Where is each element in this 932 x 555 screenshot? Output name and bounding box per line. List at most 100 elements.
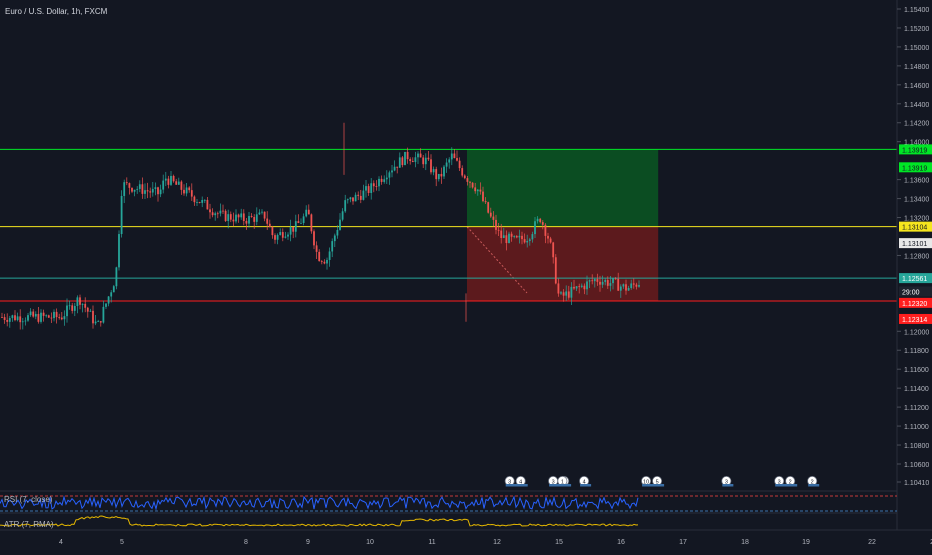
candle-body <box>68 305 71 307</box>
candle-body <box>271 227 274 236</box>
candle-body <box>94 321 97 324</box>
price-tick-label: 1.13200 <box>904 216 929 223</box>
candle-body <box>578 286 581 288</box>
time-tick-label: 17 <box>679 539 687 546</box>
candle-body <box>287 234 289 237</box>
price-tag <box>899 313 932 324</box>
candle-body <box>188 187 191 191</box>
candle-body <box>437 173 440 180</box>
price-tag <box>899 297 932 308</box>
candle-body <box>609 283 612 286</box>
candle-body <box>19 316 22 323</box>
time-tick-label: 8 <box>244 539 248 546</box>
candle-body <box>424 157 427 165</box>
candle-body <box>261 211 263 213</box>
candle-body <box>580 285 583 287</box>
candle-body <box>586 281 588 290</box>
candle-body <box>21 321 24 323</box>
candle-body <box>37 313 40 322</box>
candle-body <box>107 296 110 304</box>
price-tick-label: 1.14000 <box>904 140 929 147</box>
atr-line <box>0 515 639 527</box>
candle-body <box>170 175 172 185</box>
time-tick-label: 19 <box>802 539 810 546</box>
candle-body <box>502 235 505 239</box>
candle-body <box>125 182 128 184</box>
time-tick-label: 9 <box>306 539 310 546</box>
rsi-label[interactable]: RSI (7, close) <box>4 495 53 504</box>
candle-body <box>482 191 484 202</box>
candle-body <box>66 305 68 317</box>
time-tick-label: 18 <box>741 539 749 546</box>
candle-body <box>362 190 365 200</box>
candle-body <box>638 285 640 287</box>
candle-body <box>89 310 92 312</box>
price-tag-text: 1.13101 <box>902 241 927 248</box>
price-tick-label: 1.15400 <box>904 7 929 14</box>
candle-body <box>591 280 594 282</box>
candle-body <box>159 189 162 195</box>
event-badge-count: 4 <box>519 479 522 485</box>
price-tag <box>899 238 932 249</box>
candle-body <box>149 191 152 193</box>
price-axis[interactable]: 1.15400 1.15200 1.15000 1.14800 1.14600 1.144… <box>897 7 929 487</box>
candle-body <box>154 187 157 189</box>
candle-body <box>417 153 419 158</box>
event-underline <box>808 484 820 487</box>
candle-body <box>604 280 607 282</box>
time-tick-label: 10 <box>366 539 374 546</box>
candle-body <box>505 235 508 244</box>
candle-body <box>206 199 209 210</box>
candle-body <box>544 224 547 236</box>
earnings-event-markers[interactable]: 3432141053322 <box>504 475 820 487</box>
candle-body <box>105 303 107 307</box>
candle-body <box>344 200 347 212</box>
event-underline <box>722 484 734 487</box>
position-profit-zone[interactable] <box>467 149 659 227</box>
candle-body <box>81 303 84 305</box>
candle-body <box>198 202 201 203</box>
candle-body <box>318 251 321 262</box>
candle-body <box>281 232 284 238</box>
price-tag-text: 29:00 <box>902 289 920 296</box>
candle-body <box>456 158 458 161</box>
event-badge-count: 3 <box>508 479 511 485</box>
candle-body <box>32 311 35 317</box>
candle-body <box>385 177 388 180</box>
candle-body <box>118 234 120 268</box>
candle-body <box>380 178 383 182</box>
long-position-tool[interactable] <box>466 149 659 301</box>
event-badge-count: 10 <box>643 479 649 485</box>
time-axis[interactable]: 4 5 8 9 10 11 12 15 16 17 18 19 22 23 <box>59 539 932 546</box>
price-tick-label: 1.12000 <box>904 329 929 336</box>
candle-body <box>294 221 297 232</box>
event-badge-count: 3 <box>552 479 555 485</box>
candle-body <box>102 306 105 323</box>
candle-body <box>120 195 123 235</box>
candle-body <box>370 183 373 193</box>
candle-body <box>131 187 133 192</box>
candle-body <box>55 311 58 318</box>
atr-label[interactable]: ATR (7, RMA) <box>4 520 54 529</box>
candle-body <box>588 280 591 282</box>
candle-body <box>268 223 271 228</box>
candle-body <box>573 286 575 289</box>
candle-body <box>115 267 118 287</box>
candle-body <box>500 230 503 239</box>
candle-body <box>266 218 269 224</box>
candle-body <box>128 183 131 188</box>
time-tick-label: 11 <box>428 539 435 546</box>
candle-body <box>414 157 417 162</box>
candle-body <box>45 315 48 317</box>
position-loss-zone[interactable] <box>467 226 659 301</box>
candle-body <box>193 196 196 203</box>
candle-body <box>323 261 326 264</box>
event-underline <box>580 484 592 487</box>
symbol-title[interactable]: Euro / U.S. Dollar, 1h, FXCM <box>5 7 108 16</box>
candle-body <box>211 212 214 216</box>
candle-body <box>357 194 360 196</box>
candle-body <box>245 220 248 224</box>
candle-body <box>430 159 432 173</box>
candle-body <box>401 157 404 166</box>
